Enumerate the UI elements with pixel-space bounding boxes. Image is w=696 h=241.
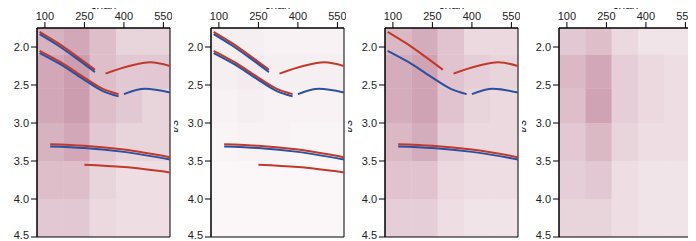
svg-text:100: 100 [36,10,54,22]
svg-text:250: 250 [597,10,615,22]
svg-text:2.0: 2.0 [362,41,377,53]
svg-text:100: 100 [384,10,402,22]
svg-text:3.5: 3.5 [14,155,29,167]
svg-text:550: 550 [502,10,520,22]
svg-text:400: 400 [463,10,481,22]
svg-text:2.0: 2.0 [536,41,551,53]
svg-text:3.5: 3.5 [188,155,203,167]
svg-text:t/s: t/s [348,120,355,133]
svg-text:t/s: t/s [522,120,529,133]
svg-text:chan: chan [264,8,290,12]
svg-text:chan: chan [612,8,638,12]
svg-text:100: 100 [558,10,576,22]
svg-text:400: 400 [115,10,133,22]
svg-text:400: 400 [637,10,655,22]
svg-text:4.5: 4.5 [14,229,29,241]
svg-text:2.0: 2.0 [14,41,29,53]
svg-text:250: 250 [423,10,441,22]
svg-text:4.0: 4.0 [362,193,377,205]
svg-text:3.5: 3.5 [362,155,377,167]
svg-text:3.0: 3.0 [14,117,29,129]
svg-text:2.5: 2.5 [188,79,203,91]
svg-text:4.0: 4.0 [536,193,551,205]
svg-text:4.0: 4.0 [188,193,203,205]
svg-text:250: 250 [249,10,267,22]
svg-text:2.5: 2.5 [536,79,551,91]
svg-text:t/s: t/s [174,120,181,133]
svg-text:3.0: 3.0 [536,117,551,129]
svg-text:2.0: 2.0 [188,41,203,53]
svg-text:4.5: 4.5 [188,229,203,241]
svg-text:4.0: 4.0 [14,193,29,205]
svg-text:3.5: 3.5 [536,155,551,167]
svg-text:4.5: 4.5 [362,229,377,241]
svg-text:100: 100 [210,10,228,22]
svg-text:250: 250 [75,10,93,22]
svg-text:2.5: 2.5 [14,79,29,91]
svg-text:2.5: 2.5 [362,79,377,91]
svg-text:400: 400 [289,10,307,22]
svg-text:550: 550 [676,10,688,22]
svg-text:3.0: 3.0 [362,117,377,129]
svg-text:3.0: 3.0 [188,117,203,129]
svg-text:chan: chan [438,8,464,12]
svg-text:550: 550 [154,10,172,22]
svg-text:chan: chan [90,8,116,12]
svg-text:4.5: 4.5 [536,229,551,241]
svg-text:550: 550 [328,10,346,22]
